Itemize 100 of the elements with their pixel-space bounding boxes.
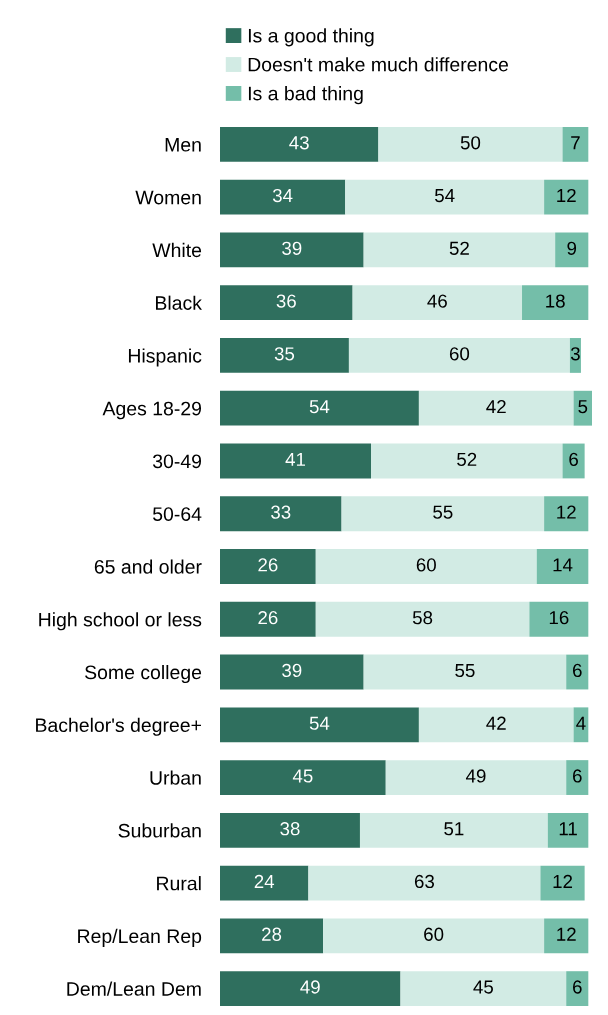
data-label: 26 [258, 611, 278, 625]
data-label: 54 [309, 400, 330, 414]
bar [220, 338, 349, 373]
bar [363, 654, 567, 690]
bar [345, 179, 545, 215]
y-tick-label: Bachelor's degree+ [36, 717, 201, 736]
bar [315, 549, 537, 584]
y-tick-label: Rural [157, 876, 201, 891]
data-label: 52 [457, 452, 477, 466]
bar [359, 812, 548, 848]
data-label: 12 [557, 505, 576, 519]
data-label: 6 [573, 663, 582, 678]
bar [220, 179, 346, 215]
data-label: 63 [414, 874, 435, 889]
bar [220, 549, 316, 584]
legend-label: Doesn't make much difference [248, 57, 508, 72]
bar [220, 971, 401, 1007]
data-label: 16 [549, 611, 569, 625]
data-label: 46 [427, 294, 447, 308]
y-tick-label: High school or less [39, 612, 202, 631]
data-label: 39 [282, 241, 302, 255]
data-label: 33 [271, 505, 291, 519]
bar [400, 971, 567, 1007]
data-label: 12 [553, 874, 573, 888]
bar [308, 865, 541, 901]
data-label: 60 [424, 927, 444, 941]
bar [371, 443, 563, 479]
data-label: 54 [309, 716, 330, 730]
data-label: 5 [578, 400, 588, 414]
bar [544, 179, 589, 215]
bar [323, 918, 545, 954]
bar [220, 496, 342, 532]
bar [536, 549, 589, 584]
data-label: 28 [262, 927, 282, 941]
data-label: 42 [486, 716, 506, 730]
bar [220, 390, 419, 426]
bar [220, 443, 372, 479]
bar [544, 496, 589, 532]
legend-label: Is a bad thing [248, 86, 363, 105]
y-tick-label: Urban [150, 770, 201, 785]
bar [363, 232, 556, 268]
y-tick-label: White [152, 242, 202, 258]
data-label: 12 [557, 927, 576, 941]
data-label: 9 [567, 241, 577, 255]
bar [341, 496, 545, 532]
bar [566, 760, 589, 795]
bar [540, 865, 585, 901]
y-tick-label: Women [135, 190, 201, 205]
y-tick-label: Rep/Lean Rep [78, 928, 202, 947]
data-label: 26 [258, 558, 278, 572]
y-tick-label: 65 and older [94, 559, 202, 574]
legend-label: Is a good thing [248, 28, 374, 47]
y-tick-label: 30-49 [152, 454, 202, 469]
data-label: 38 [280, 822, 300, 836]
data-label: 3 [570, 347, 580, 361]
bar [522, 285, 589, 321]
data-label: 6 [573, 980, 582, 994]
bar [220, 654, 364, 690]
data-label: 58 [412, 611, 433, 625]
data-label: 51 [444, 822, 464, 836]
bar [544, 918, 589, 954]
y-tick-label: 50-64 [153, 507, 202, 521]
data-label: 6 [573, 769, 582, 783]
bar [566, 654, 589, 690]
y-tick-label: Some college [85, 664, 202, 684]
data-label: 49 [465, 769, 486, 783]
bar [220, 760, 386, 795]
data-label: 4 [576, 716, 586, 730]
bar [378, 126, 563, 162]
bar [573, 390, 592, 426]
y-tick-label: Men [165, 138, 201, 152]
data-label: 55 [455, 663, 475, 678]
bar [555, 232, 589, 268]
data-label: 50 [460, 136, 481, 150]
bar [348, 338, 570, 373]
data-label: 60 [449, 347, 470, 361]
data-label: 49 [300, 980, 320, 994]
bar [220, 285, 353, 321]
data-label: 14 [553, 558, 573, 572]
bar [315, 601, 530, 637]
bar [562, 126, 589, 162]
data-label: 45 [292, 769, 313, 783]
bar [220, 126, 379, 162]
data-label: 34 [272, 188, 293, 203]
data-label: 55 [433, 505, 453, 519]
bar [220, 812, 360, 848]
data-label: 18 [546, 294, 565, 308]
bar [418, 390, 574, 426]
data-label: 52 [449, 241, 469, 255]
y-tick-label: Dem/Lean Dem [67, 981, 201, 996]
bar [352, 285, 523, 321]
y-tick-label: Black [155, 295, 202, 310]
data-label: 35 [274, 347, 295, 361]
data-label: 6 [569, 452, 578, 466]
y-tick-label: Ages 18-29 [102, 401, 202, 420]
data-label: 43 [289, 136, 309, 150]
data-label: 12 [557, 188, 576, 202]
data-label: 42 [486, 399, 506, 414]
bar [220, 918, 324, 954]
bar [220, 707, 419, 743]
